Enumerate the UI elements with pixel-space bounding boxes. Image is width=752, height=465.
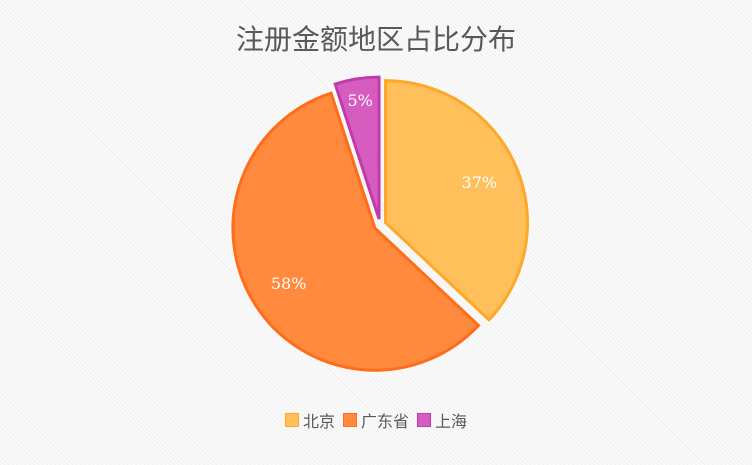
data-label-1: 58%: [271, 274, 307, 293]
legend-label-0: 北京: [302, 412, 335, 431]
legend-item-1: 广东省: [342, 408, 409, 432]
pie-slice-1: [231, 91, 481, 372]
data-label-0: 37%: [462, 173, 498, 192]
legend-swatch-0: [284, 413, 299, 427]
legend-item-2: 上海: [417, 408, 467, 432]
pie-slice-0: [384, 79, 530, 322]
legend: 北京 广东省 上海: [0, 408, 752, 432]
legend-label-2: 上海: [435, 412, 468, 431]
data-label-2: 5%: [347, 91, 372, 110]
chart-title: 注册金额地区占比分布: [235, 23, 516, 56]
legend-label-1: 广东省: [360, 412, 409, 431]
legend-swatch-1: [342, 413, 357, 427]
pie-slice-2: [333, 75, 381, 220]
legend-swatch-2: [417, 413, 431, 427]
legend-item-0: 北京: [284, 408, 335, 432]
